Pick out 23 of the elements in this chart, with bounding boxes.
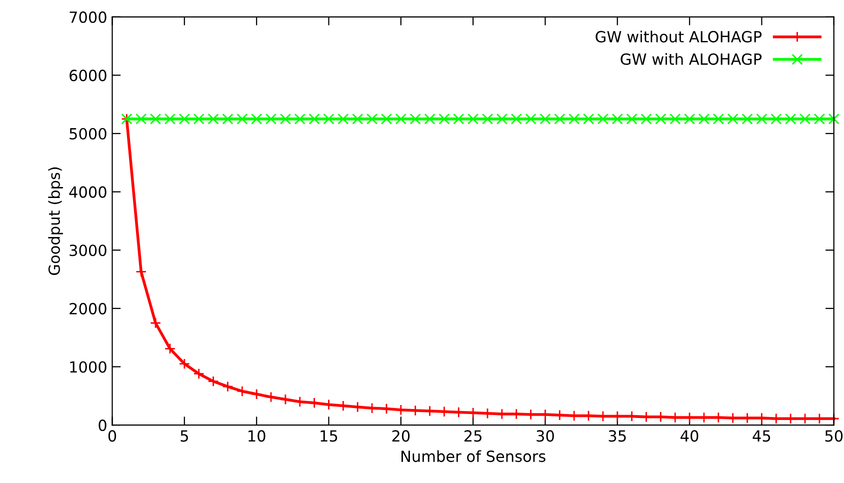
y-tick-label: 6000 (70, 70, 106, 82)
legend-label: GW with ALOHAGP (620, 53, 762, 65)
y-tick-label: 5000 (70, 128, 106, 140)
y-tick-label: 4000 (69, 186, 106, 198)
x-tick-label: 10 (248, 430, 266, 442)
x-tick-label: 45 (752, 430, 770, 442)
x-tick-label: 35 (608, 430, 626, 442)
x-tick-label: 20 (392, 430, 410, 442)
y-tick-label: 0 (98, 420, 106, 432)
x-axis-title: Number of Sensors (401, 450, 546, 462)
y-tick-label: 3000 (70, 244, 106, 256)
legend-label: GW without ALOHAGP (596, 30, 762, 42)
x-tick-label: 15 (320, 430, 338, 442)
y-tick-label: 1000 (70, 361, 106, 373)
x-tick-label: 25 (464, 430, 482, 442)
y-axis-title: Goodput (bps) (48, 167, 63, 275)
x-tick-label: 40 (680, 430, 698, 442)
x-tick-label: 50 (825, 430, 843, 442)
y-tick-label: 2000 (70, 302, 106, 314)
x-tick-label: 0 (108, 430, 116, 442)
x-tick-label: 5 (180, 430, 188, 442)
y-tick-label: 7000 (70, 11, 106, 23)
x-tick-label: 30 (536, 430, 554, 442)
